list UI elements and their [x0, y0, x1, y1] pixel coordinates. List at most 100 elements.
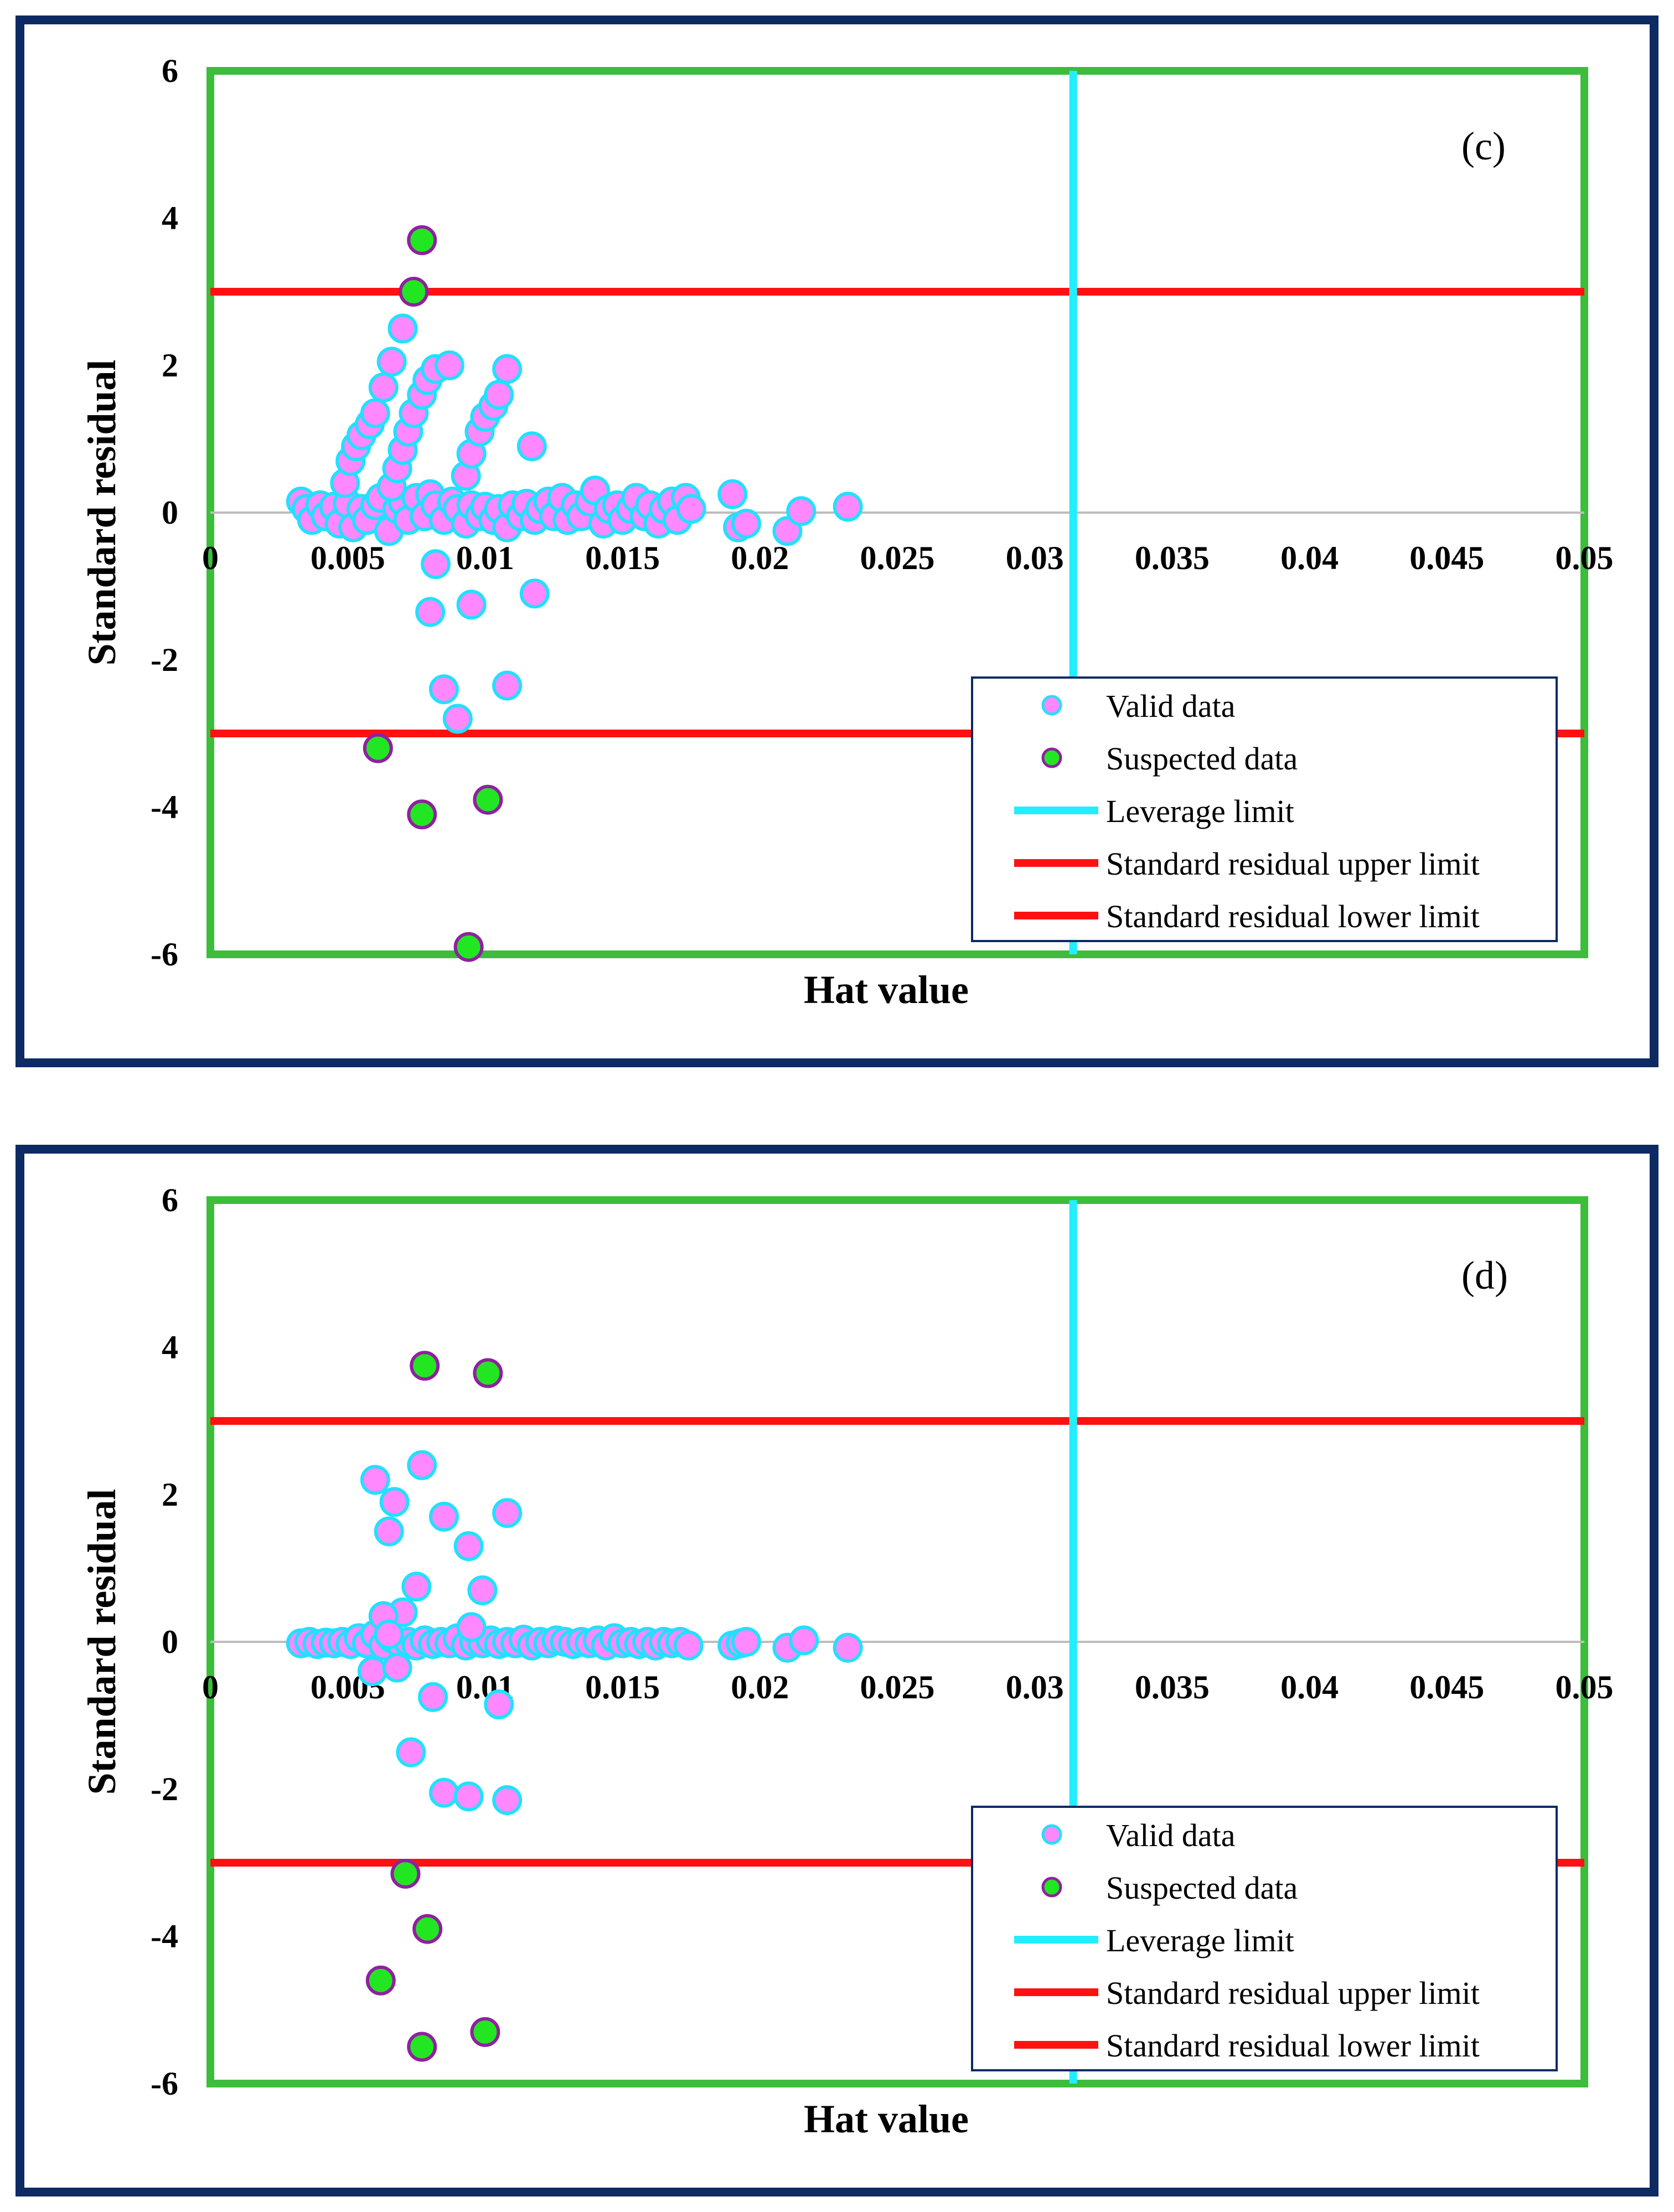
x-tick-label: 0.02 — [731, 540, 789, 576]
valid-data-point — [382, 1652, 412, 1683]
x-tick-label: 0.03 — [1006, 540, 1064, 576]
x-tick-label: 0 — [202, 1669, 219, 1705]
valid-data-point — [418, 1682, 448, 1712]
panel-label: (c) — [1461, 124, 1506, 168]
y-tick-label: 2 — [162, 347, 178, 384]
x-tick-label: 0.045 — [1409, 540, 1484, 576]
suspected-data-point — [407, 2032, 437, 2062]
valid-data-point — [492, 1498, 523, 1528]
valid-data-point — [428, 1501, 459, 1532]
legend-label: Valid data — [1106, 1817, 1236, 1853]
y-tick-label: -4 — [151, 789, 178, 825]
valid-data-point — [789, 1625, 819, 1656]
valid-data-point — [456, 1612, 487, 1642]
valid-data-point — [401, 1572, 432, 1602]
valid-data-point — [484, 380, 514, 410]
valid-data-point — [407, 1450, 437, 1480]
y-tick-label: -6 — [151, 2065, 178, 2102]
x-axis-title: Hat value — [804, 2097, 969, 2141]
scatter-plot-c: 6 4 2 0 -2 -4 -6 0 0.005 0.01 0.015 0.02 0.025 0.03 0.… — [80, 53, 1614, 1012]
chart-panel-c: 6 4 2 0 -2 -4 -6 0 0.005 0.01 0.015 0.02 0.025 0.03 0.… — [16, 15, 1658, 1067]
valid-data-point — [421, 549, 451, 580]
y-tick-label: 0 — [162, 494, 178, 531]
valid-data-point — [374, 1619, 404, 1650]
valid-data-point — [456, 590, 487, 620]
x-tick-label: 0.035 — [1135, 1669, 1210, 1705]
y-tick-label: -6 — [151, 936, 178, 973]
x-tick-label: 0.02 — [731, 1669, 789, 1705]
valid-data-point — [428, 674, 459, 705]
valid-data-point — [388, 313, 418, 344]
valid-data-point — [772, 516, 803, 546]
valid-data-point — [786, 496, 817, 526]
suspected-data-point — [410, 1351, 440, 1381]
valid-data-point — [467, 1575, 498, 1605]
valid-data-point — [434, 350, 464, 380]
valid-data-point — [519, 578, 550, 609]
suspected-data-point — [470, 2017, 500, 2047]
panel-label: (d) — [1461, 1253, 1508, 1298]
legend-label: Suspected data — [1106, 1870, 1298, 1906]
suspected-data-point — [399, 277, 429, 307]
valid-data-point — [376, 347, 407, 377]
valid-data-point — [453, 1781, 484, 1812]
valid-data-point — [676, 494, 706, 524]
valid-data-point — [442, 704, 473, 734]
valid-data-point — [516, 431, 547, 462]
legend-label: Standard residual lower limit — [1106, 2028, 1480, 2064]
x-tick-label: 0.01 — [456, 540, 514, 576]
x-tick-label: 0.05 — [1556, 540, 1614, 576]
x-tick-label: 0.04 — [1280, 540, 1339, 576]
valid-data-point — [731, 1627, 761, 1657]
x-tick-label: 0.045 — [1409, 1669, 1484, 1705]
x-tick-label: 0.035 — [1135, 540, 1210, 576]
x-tick-label: 0.015 — [585, 540, 660, 576]
legend-label: Leverage limit — [1106, 793, 1294, 829]
x-axis-title: Hat value — [804, 968, 969, 1012]
valid-data-point — [360, 1465, 390, 1495]
legend-suspected-marker — [1041, 747, 1062, 768]
valid-data-point — [731, 508, 761, 539]
chart-panel-d: 6 4 2 0 -2 -4 -6 0 0.005 0.01 0.015 0.02 0.025 0.03 0.… — [16, 1145, 1658, 2197]
x-tick-label: 0.03 — [1006, 1669, 1064, 1705]
valid-data-point — [717, 479, 748, 509]
suspected-data-point — [473, 784, 503, 815]
x-tick-label: 0.005 — [311, 540, 385, 576]
legend-valid-marker — [1041, 695, 1062, 716]
valid-data-point — [453, 1531, 484, 1562]
legend-valid-marker — [1041, 1824, 1062, 1845]
legend-label: Standard residual upper limit — [1106, 846, 1480, 882]
legend-label: Standard residual lower limit — [1106, 898, 1480, 934]
valid-data-point — [492, 354, 523, 384]
valid-data-point — [833, 492, 863, 522]
legend-suspected-marker — [1041, 1877, 1062, 1898]
valid-data-point — [492, 1785, 523, 1815]
y-tick-label: 4 — [162, 200, 178, 236]
suspected-data-point — [407, 225, 437, 255]
x-tick-label: 0 — [202, 540, 219, 576]
x-tick-label: 0.05 — [1556, 1669, 1614, 1705]
suspected-data-point — [365, 1965, 396, 1996]
x-tick-label: 0.015 — [585, 1669, 660, 1705]
y-tick-label: -2 — [151, 1771, 178, 1807]
y-axis-title: Standard residual — [80, 1489, 124, 1795]
y-tick-label: 6 — [162, 1182, 178, 1218]
suspected-data-point — [407, 799, 437, 830]
legend-label: Valid data — [1106, 688, 1236, 724]
valid-data-point — [360, 398, 390, 428]
y-tick-label: 6 — [162, 53, 178, 89]
x-tick-label: 0.025 — [860, 1669, 935, 1705]
legend-label: Suspected data — [1106, 741, 1298, 777]
valid-data-point — [492, 670, 523, 701]
y-tick-label: 2 — [162, 1476, 178, 1513]
y-tick-label: -2 — [151, 642, 178, 678]
valid-data-point — [379, 1487, 410, 1517]
x-tick-label: 0.025 — [860, 540, 935, 576]
suspected-data-point — [412, 1914, 443, 1944]
valid-data-point — [833, 1632, 863, 1663]
valid-data-point — [415, 597, 446, 627]
y-axis-title: Standard residual — [80, 360, 124, 666]
suspected-data-point — [473, 1358, 503, 1388]
suspected-data-point — [363, 733, 393, 763]
